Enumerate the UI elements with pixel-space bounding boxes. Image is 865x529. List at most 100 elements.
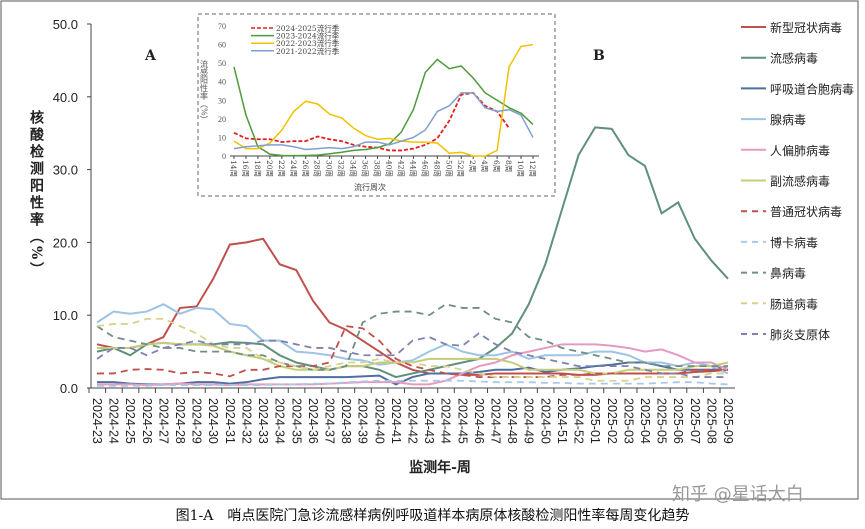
- inset-x-tick-label: 42周: [396, 160, 405, 177]
- series-line-3: [96, 303, 729, 375]
- inset-y-tick-label: 10: [218, 133, 226, 142]
- x-tick-label: 2024-39: [356, 398, 370, 444]
- inset-x-tick-label: 12周: [528, 160, 537, 177]
- inset-series-line-3: [233, 92, 534, 151]
- y-tick-label: 20.0: [53, 235, 78, 250]
- panel-label-b: B: [593, 48, 605, 64]
- inset-x-tick-label: 52周: [456, 160, 465, 177]
- inset-x-tick-label: 24周: [289, 160, 298, 177]
- x-tick-label: 2025-05: [655, 398, 669, 444]
- x-tick-label: 2024-50: [538, 398, 552, 444]
- x-tick-label: 2024-41: [389, 398, 403, 444]
- x-tick-label: 2024-52: [572, 398, 586, 444]
- y-tick-label: 30.0: [53, 163, 78, 178]
- inset-legend-label: 2021-2022流行季: [276, 46, 340, 56]
- inset-x-tick-label: 48周: [432, 160, 441, 177]
- y-tick-label: 40.0: [53, 90, 78, 105]
- inset-x-tick-label: 20周: [265, 160, 274, 177]
- inset-x-tick-label: 44周: [408, 160, 417, 177]
- x-tick-label: 2024-30: [206, 398, 220, 444]
- x-tick-label: 2024-48: [505, 398, 519, 444]
- x-tick-label: 2024-46: [472, 398, 486, 444]
- x-tick-label: 2024-34: [273, 398, 287, 444]
- series-line-2: [97, 361, 729, 386]
- x-tick-label: 2024-29: [190, 398, 204, 444]
- x-tick-label: 2025-07: [688, 398, 702, 444]
- y-tick-label: 50.0: [53, 17, 78, 32]
- x-tick-label: 2024-25: [123, 398, 137, 444]
- inset-y-axis-title: 流感阳性率（%）: [200, 59, 209, 124]
- inset-x-tick-label: 4周: [480, 160, 489, 172]
- inset-y-tick-label: 60: [218, 41, 226, 50]
- x-tick-label: 2024-47: [489, 398, 503, 444]
- series-line-4: [97, 343, 729, 387]
- y-tick-label: 10.0: [53, 308, 78, 323]
- inset-series-line-0: [233, 91, 510, 152]
- y-tick-label: 0.0: [60, 381, 78, 396]
- legend-label: 普通冠状病毒: [770, 204, 842, 219]
- figure-caption: 图1-A 哨点医院门急诊流感样病例呼吸道样本病原体核酸检测阳性率每周变化趋势: [175, 508, 690, 524]
- series-line-10: [96, 332, 728, 378]
- inset-x-tick-label: 32周: [337, 160, 346, 177]
- x-tick-label: 2024-44: [439, 398, 453, 444]
- watermark: 知乎 @星话大白: [672, 484, 804, 505]
- x-tick-label: 2024-40: [372, 398, 386, 444]
- legend-label: 新型冠状病毒: [770, 20, 842, 35]
- x-tick-label: 2024-51: [555, 398, 569, 444]
- x-tick-label: 2025-03: [621, 398, 635, 444]
- x-tick-label: 2025-01: [588, 398, 602, 444]
- x-tick-label: 2024-36: [306, 398, 320, 444]
- inset-x-tick-label: 10周: [516, 160, 525, 177]
- x-tick-label: 2024-37: [322, 398, 336, 444]
- inset-x-axis-title: 流行周次: [354, 182, 386, 192]
- legend-label: 人偏肺病毒: [770, 143, 830, 158]
- x-axis-title: 监测年-周: [409, 459, 471, 476]
- x-tick-label: 2024-38: [339, 398, 353, 444]
- x-tick-label: 2024-45: [455, 398, 469, 444]
- chart-frame: [0, 0, 859, 500]
- inset-x-tick-label: 14周: [229, 160, 238, 177]
- legend-label: 肺炎支原体: [770, 328, 830, 342]
- series-line-9: [96, 317, 728, 382]
- inset-frame: [197, 13, 556, 197]
- inset-x-tick-label: 26周: [301, 160, 310, 177]
- inset-x-tick-label: 18周: [253, 160, 262, 177]
- inset-x-tick-label: 8周: [504, 160, 513, 172]
- x-tick-label: 2024-42: [406, 398, 420, 444]
- inset-x-tick-label: 30周: [325, 160, 334, 177]
- inset-x-tick-label: 36周: [361, 160, 370, 177]
- inset-x-tick-label: 28周: [313, 160, 322, 177]
- y-axis-title: 核酸检测阳性率（%）: [28, 109, 45, 279]
- x-tick-label: 2024-43: [422, 398, 436, 444]
- inset-y-tick-label: 30: [218, 96, 226, 105]
- x-tick-label: 2024-35: [289, 398, 303, 444]
- x-tick-label: 2024-23: [90, 398, 104, 444]
- x-tick-label: 2024-31: [223, 398, 237, 444]
- inset-x-tick-label: 6周: [492, 160, 501, 172]
- x-tick-label: 2024-49: [522, 398, 536, 444]
- inset-y-tick-label: 70: [218, 22, 226, 31]
- legend-label: 流感病毒: [770, 51, 818, 66]
- inset-x-tick-label: 50周: [444, 160, 453, 177]
- x-tick-label: 2025-08: [704, 398, 718, 444]
- inset-x-tick-label: 40周: [384, 160, 393, 177]
- x-tick-label: 2024-27: [156, 398, 170, 444]
- series-line-8: [96, 303, 728, 371]
- legend-label: 博卡病毒: [770, 235, 818, 250]
- inset-x-tick-label: 46周: [420, 160, 429, 177]
- x-tick-label: 2024-28: [173, 398, 187, 444]
- inset-x-tick-label: 16周: [241, 160, 250, 177]
- x-tick-label: 2024-26: [140, 398, 154, 444]
- x-tick-label: 2025-02: [605, 398, 619, 444]
- x-tick-label: 2025-04: [638, 398, 652, 444]
- x-tick-label: 2024-33: [256, 398, 270, 444]
- inset-x-tick-label: 34周: [349, 160, 358, 177]
- x-tick-label: 2025-09: [721, 398, 735, 444]
- inset-legend-label: 2024-2025流行季: [276, 23, 340, 33]
- series-line-0: [96, 237, 729, 376]
- inset-y-tick-label: 50: [218, 59, 226, 68]
- inset-series-line-2: [233, 43, 534, 157]
- legend-label: 副流感病毒: [770, 174, 830, 189]
- legend-label: 肠道病毒: [770, 296, 818, 311]
